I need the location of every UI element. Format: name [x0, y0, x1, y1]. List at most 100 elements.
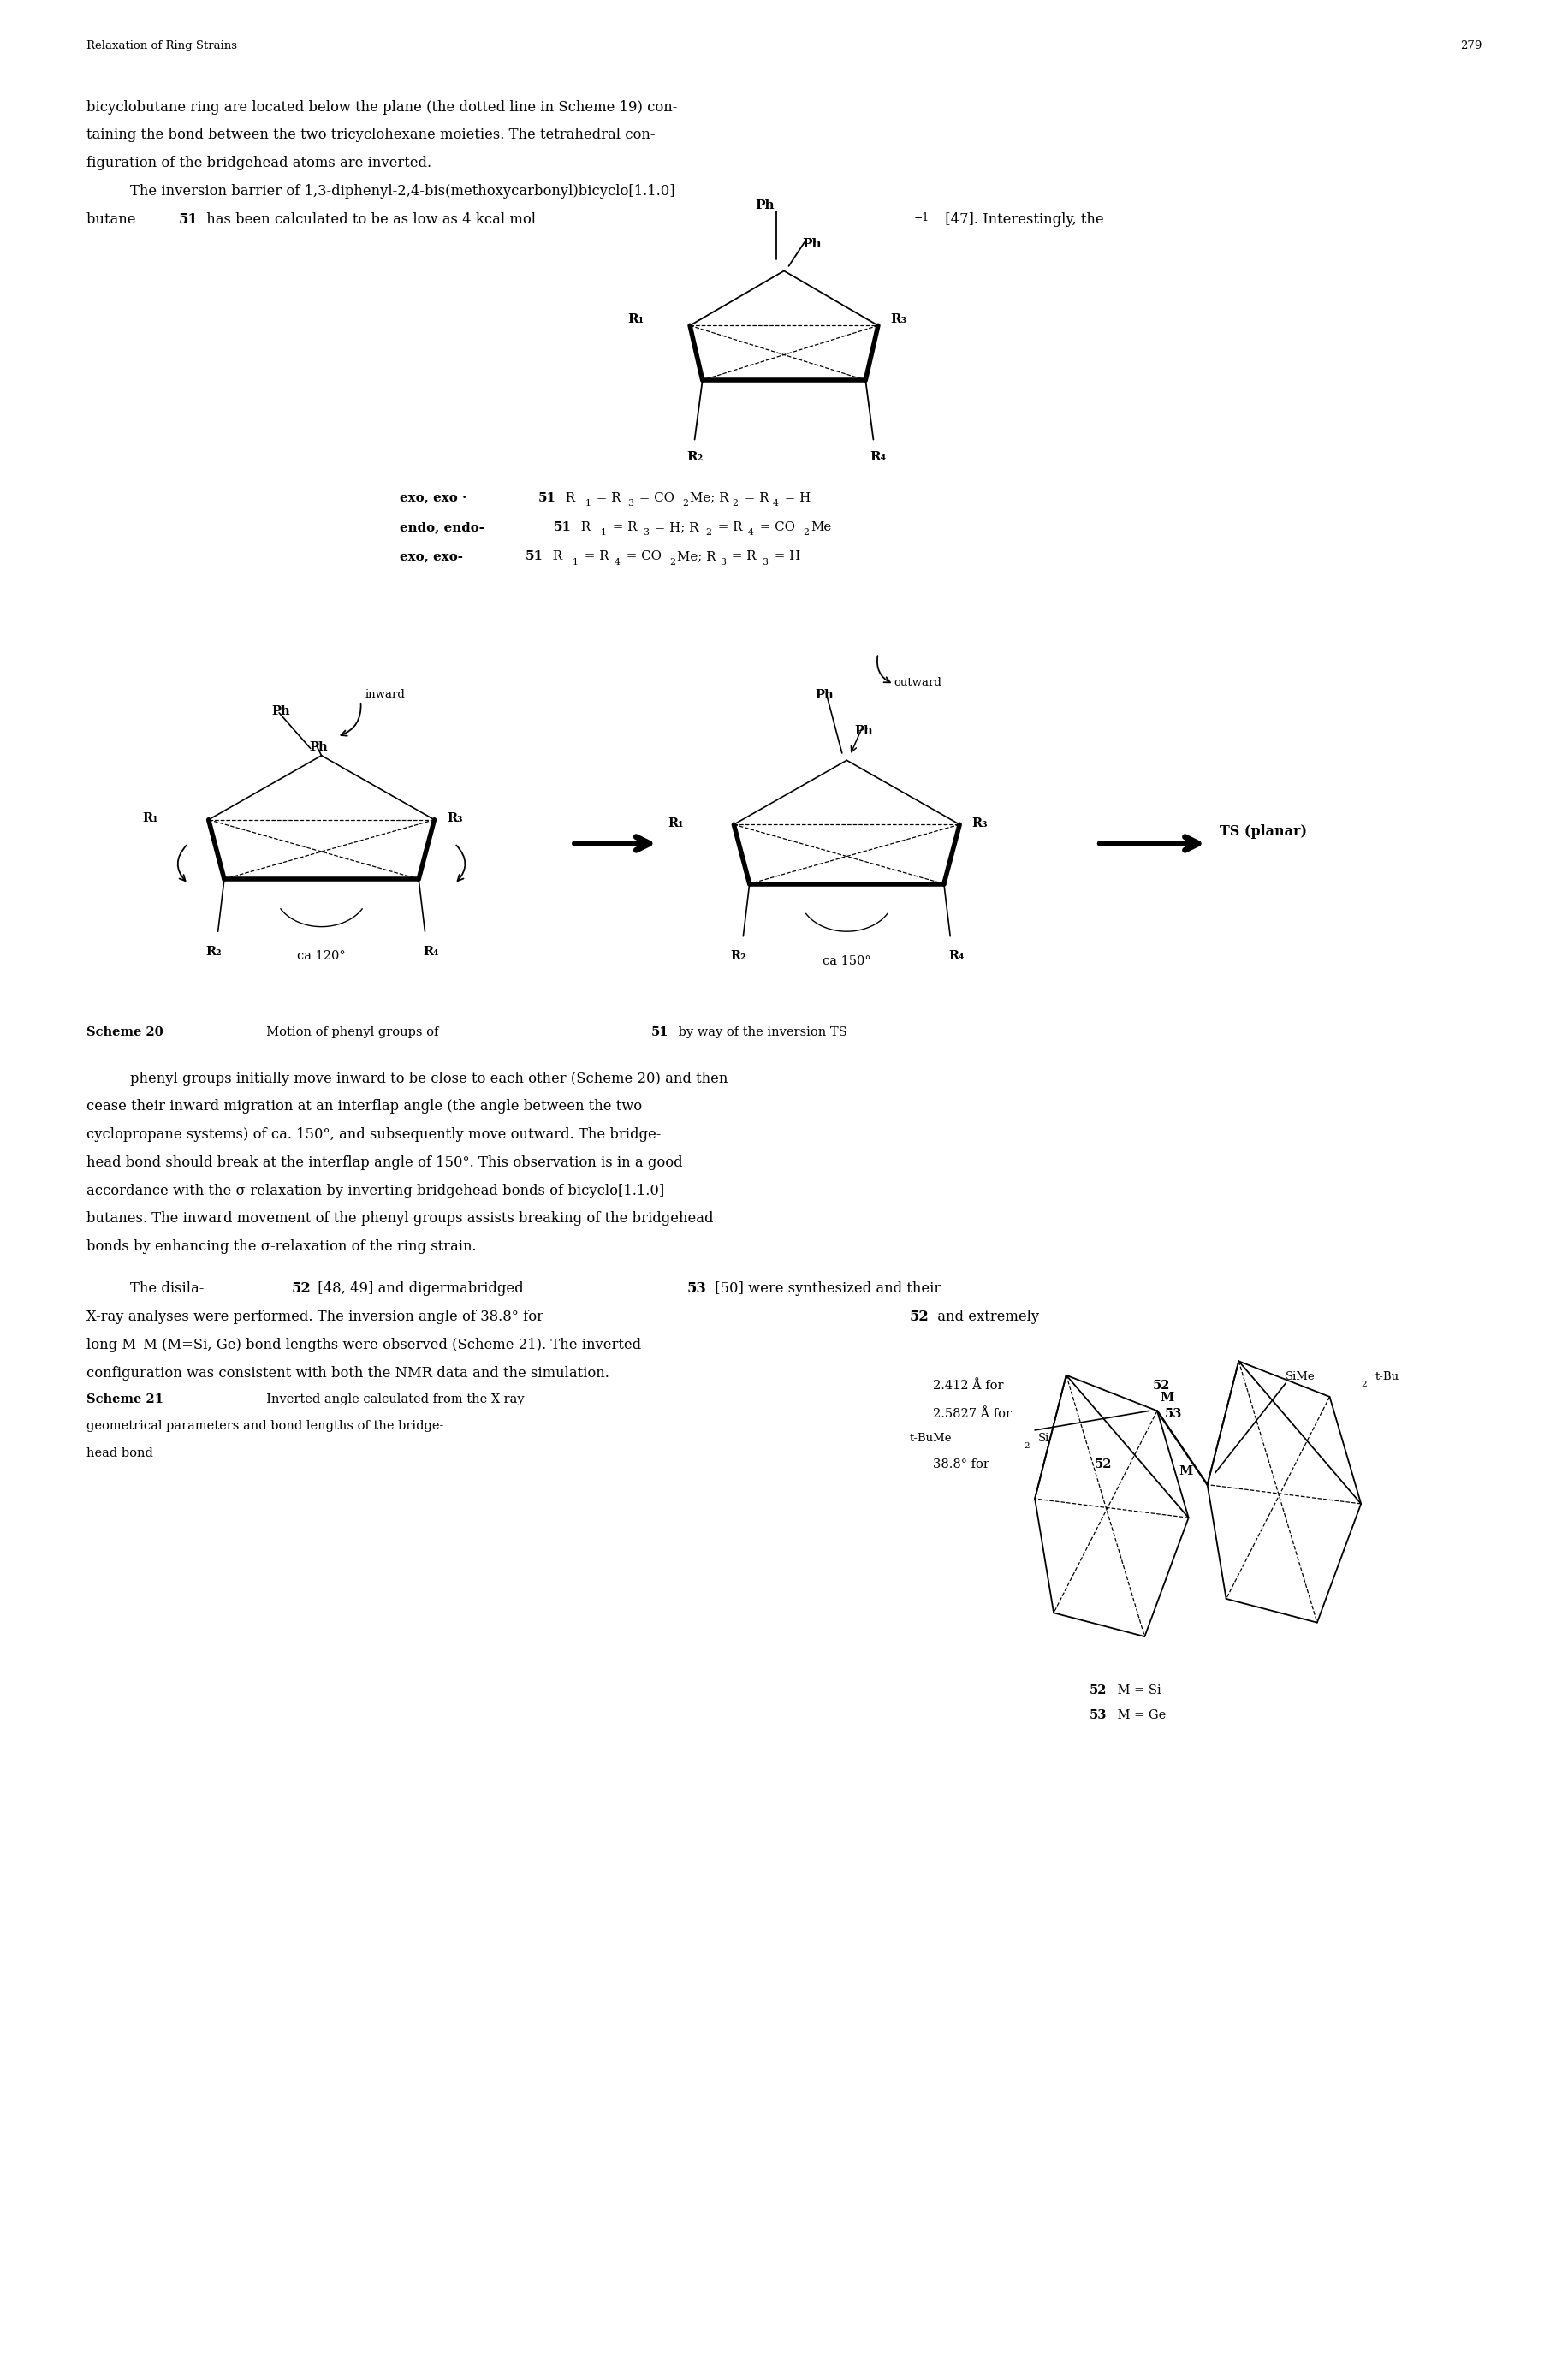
- Text: butanes. The inward movement of the phenyl groups assists breaking of the bridge: butanes. The inward movement of the phen…: [86, 1212, 713, 1226]
- Text: Relaxation of Ring Strains: Relaxation of Ring Strains: [86, 40, 237, 52]
- Text: = R: = R: [740, 492, 768, 504]
- Text: 2: 2: [670, 558, 676, 565]
- Text: Inverted angle calculated from the X-ray: Inverted angle calculated from the X-ray: [259, 1395, 525, 1407]
- Text: 51: 51: [179, 211, 198, 226]
- Text: Me; R: Me; R: [690, 492, 729, 504]
- Text: 3: 3: [762, 558, 768, 565]
- Text: −1: −1: [914, 211, 930, 223]
- Text: 51: 51: [554, 520, 571, 532]
- Text: R: R: [577, 520, 591, 532]
- Text: Ph: Ph: [309, 741, 328, 753]
- Text: accordance with the σ-relaxation by inverting bridgehead bonds of bicyclo[1.1.0]: accordance with the σ-relaxation by inve…: [86, 1183, 665, 1198]
- Text: t-Bu: t-Bu: [1375, 1371, 1399, 1383]
- Text: 3: 3: [627, 499, 633, 508]
- Text: TS (planar): TS (planar): [1220, 824, 1308, 839]
- Text: Scheme 21: Scheme 21: [86, 1395, 163, 1407]
- Text: Me; R: Me; R: [677, 551, 717, 563]
- Text: 1: 1: [585, 499, 591, 508]
- Text: = H: = H: [781, 492, 811, 504]
- Text: = CO: = CO: [756, 520, 795, 532]
- Text: M = Ge: M = Ge: [1113, 1708, 1165, 1720]
- Text: 2: 2: [1361, 1380, 1367, 1388]
- Text: 53: 53: [1090, 1708, 1107, 1720]
- Text: 2: 2: [732, 499, 739, 508]
- Text: R₁: R₁: [668, 817, 684, 829]
- Text: ca 150°: ca 150°: [823, 955, 870, 967]
- Text: exo, exo-: exo, exo-: [400, 551, 463, 563]
- Text: 4: 4: [748, 527, 754, 537]
- Text: Si: Si: [1038, 1433, 1049, 1445]
- Text: Ph: Ph: [756, 200, 775, 211]
- Text: 52: 52: [909, 1309, 928, 1323]
- Text: M: M: [1160, 1392, 1174, 1404]
- Text: R₄: R₄: [423, 946, 439, 958]
- Text: R₄: R₄: [949, 950, 964, 962]
- Text: M: M: [1179, 1466, 1193, 1478]
- Text: 3: 3: [720, 558, 726, 565]
- Text: has been calculated to be as low as 4 kcal mol: has been calculated to be as low as 4 kc…: [202, 211, 536, 226]
- Text: phenyl groups initially move inward to be close to each other (Scheme 20) and th: phenyl groups initially move inward to b…: [130, 1072, 728, 1086]
- Text: cease their inward migration at an interflap angle (the angle between the two: cease their inward migration at an inter…: [86, 1100, 641, 1114]
- Text: = R: = R: [580, 551, 608, 563]
- Text: 51: 51: [651, 1026, 668, 1038]
- Text: R₃: R₃: [972, 817, 988, 829]
- Text: [48, 49] and digermabridged: [48, 49] and digermabridged: [314, 1281, 528, 1297]
- Text: head bond: head bond: [86, 1447, 154, 1459]
- Text: = CO: = CO: [622, 551, 662, 563]
- Text: SiMe: SiMe: [1286, 1371, 1316, 1383]
- Text: R₁: R₁: [143, 813, 158, 824]
- Text: Scheme 20: Scheme 20: [86, 1026, 163, 1038]
- Text: Me: Me: [811, 520, 831, 532]
- Text: M = Si: M = Si: [1113, 1685, 1160, 1696]
- Text: t-BuMe: t-BuMe: [909, 1433, 952, 1445]
- Text: by way of the inversion TS: by way of the inversion TS: [674, 1026, 847, 1038]
- Text: Ph: Ph: [815, 689, 834, 701]
- Text: configuration was consistent with both the NMR data and the simulation.: configuration was consistent with both t…: [86, 1366, 608, 1380]
- Text: ca 120°: ca 120°: [298, 950, 345, 962]
- Text: R: R: [549, 551, 563, 563]
- Text: 52: 52: [292, 1281, 310, 1297]
- Text: Motion of phenyl groups of: Motion of phenyl groups of: [259, 1026, 442, 1038]
- Text: R: R: [561, 492, 575, 504]
- Text: 38.8° for: 38.8° for: [933, 1459, 993, 1471]
- Text: [50] were synthesized and their: [50] were synthesized and their: [710, 1281, 941, 1297]
- Text: 279: 279: [1460, 40, 1482, 52]
- Text: = R: = R: [728, 551, 756, 563]
- Text: = CO: = CO: [635, 492, 674, 504]
- Text: figuration of the bridgehead atoms are inverted.: figuration of the bridgehead atoms are i…: [86, 157, 431, 171]
- Text: Ph: Ph: [803, 238, 822, 249]
- Text: 53: 53: [1165, 1407, 1182, 1421]
- Text: 2: 2: [682, 499, 688, 508]
- Text: endo, endo-: endo, endo-: [400, 520, 485, 532]
- Text: outward: outward: [894, 677, 941, 689]
- Text: The disila-: The disila-: [130, 1281, 209, 1297]
- Text: 2: 2: [706, 527, 712, 537]
- Text: 2: 2: [803, 527, 809, 537]
- Text: 51: 51: [538, 492, 555, 504]
- Text: 52: 52: [1152, 1380, 1170, 1392]
- Text: 52: 52: [1094, 1459, 1112, 1471]
- Text: = R: = R: [713, 520, 742, 532]
- Text: X-ray analyses were performed. The inversion angle of 38.8° for: X-ray analyses were performed. The inver…: [86, 1309, 547, 1323]
- Text: 2.5827 Å for: 2.5827 Å for: [933, 1407, 1016, 1421]
- Text: bicyclobutane ring are located below the plane (the dotted line in Scheme 19) co: bicyclobutane ring are located below the…: [86, 100, 677, 114]
- Text: exo, exo ·: exo, exo ·: [400, 492, 472, 504]
- Text: = H: = H: [770, 551, 800, 563]
- Text: 53: 53: [687, 1281, 706, 1297]
- Text: 4: 4: [773, 499, 779, 508]
- Text: geometrical parameters and bond lengths of the bridge-: geometrical parameters and bond lengths …: [86, 1421, 444, 1433]
- Text: R₃: R₃: [447, 813, 463, 824]
- Text: R₂: R₂: [731, 950, 746, 962]
- Text: 2.412 Å for: 2.412 Å for: [933, 1380, 1008, 1392]
- Text: taining the bond between the two tricyclohexane moieties. The tetrahedral con-: taining the bond between the two tricycl…: [86, 128, 655, 143]
- Text: R₁: R₁: [627, 314, 644, 326]
- Text: = R: = R: [608, 520, 637, 532]
- Text: 1: 1: [572, 558, 579, 565]
- Text: 2: 2: [1024, 1442, 1030, 1449]
- Text: = R: = R: [593, 492, 621, 504]
- Text: head bond should break at the interflap angle of 150°. This observation is in a : head bond should break at the interflap …: [86, 1155, 682, 1169]
- Text: [47]. Interestingly, the: [47]. Interestingly, the: [941, 211, 1104, 226]
- Text: Ph: Ph: [271, 706, 290, 718]
- Text: cyclopropane systems) of ca. 150°, and subsequently move outward. The bridge-: cyclopropane systems) of ca. 150°, and s…: [86, 1126, 660, 1143]
- Text: 1: 1: [601, 527, 607, 537]
